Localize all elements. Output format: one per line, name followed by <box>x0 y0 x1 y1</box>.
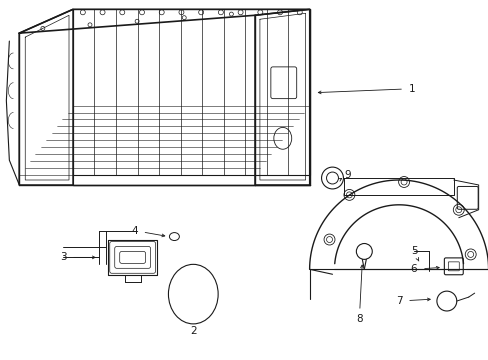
Text: 6: 6 <box>410 264 416 274</box>
Text: 9: 9 <box>344 170 350 180</box>
Text: 7: 7 <box>395 296 402 306</box>
Text: 4: 4 <box>131 226 138 235</box>
Text: 5: 5 <box>410 247 416 256</box>
Text: 1: 1 <box>408 84 414 94</box>
Text: 8: 8 <box>355 314 362 324</box>
Text: 3: 3 <box>60 252 66 262</box>
Text: 2: 2 <box>190 326 196 336</box>
